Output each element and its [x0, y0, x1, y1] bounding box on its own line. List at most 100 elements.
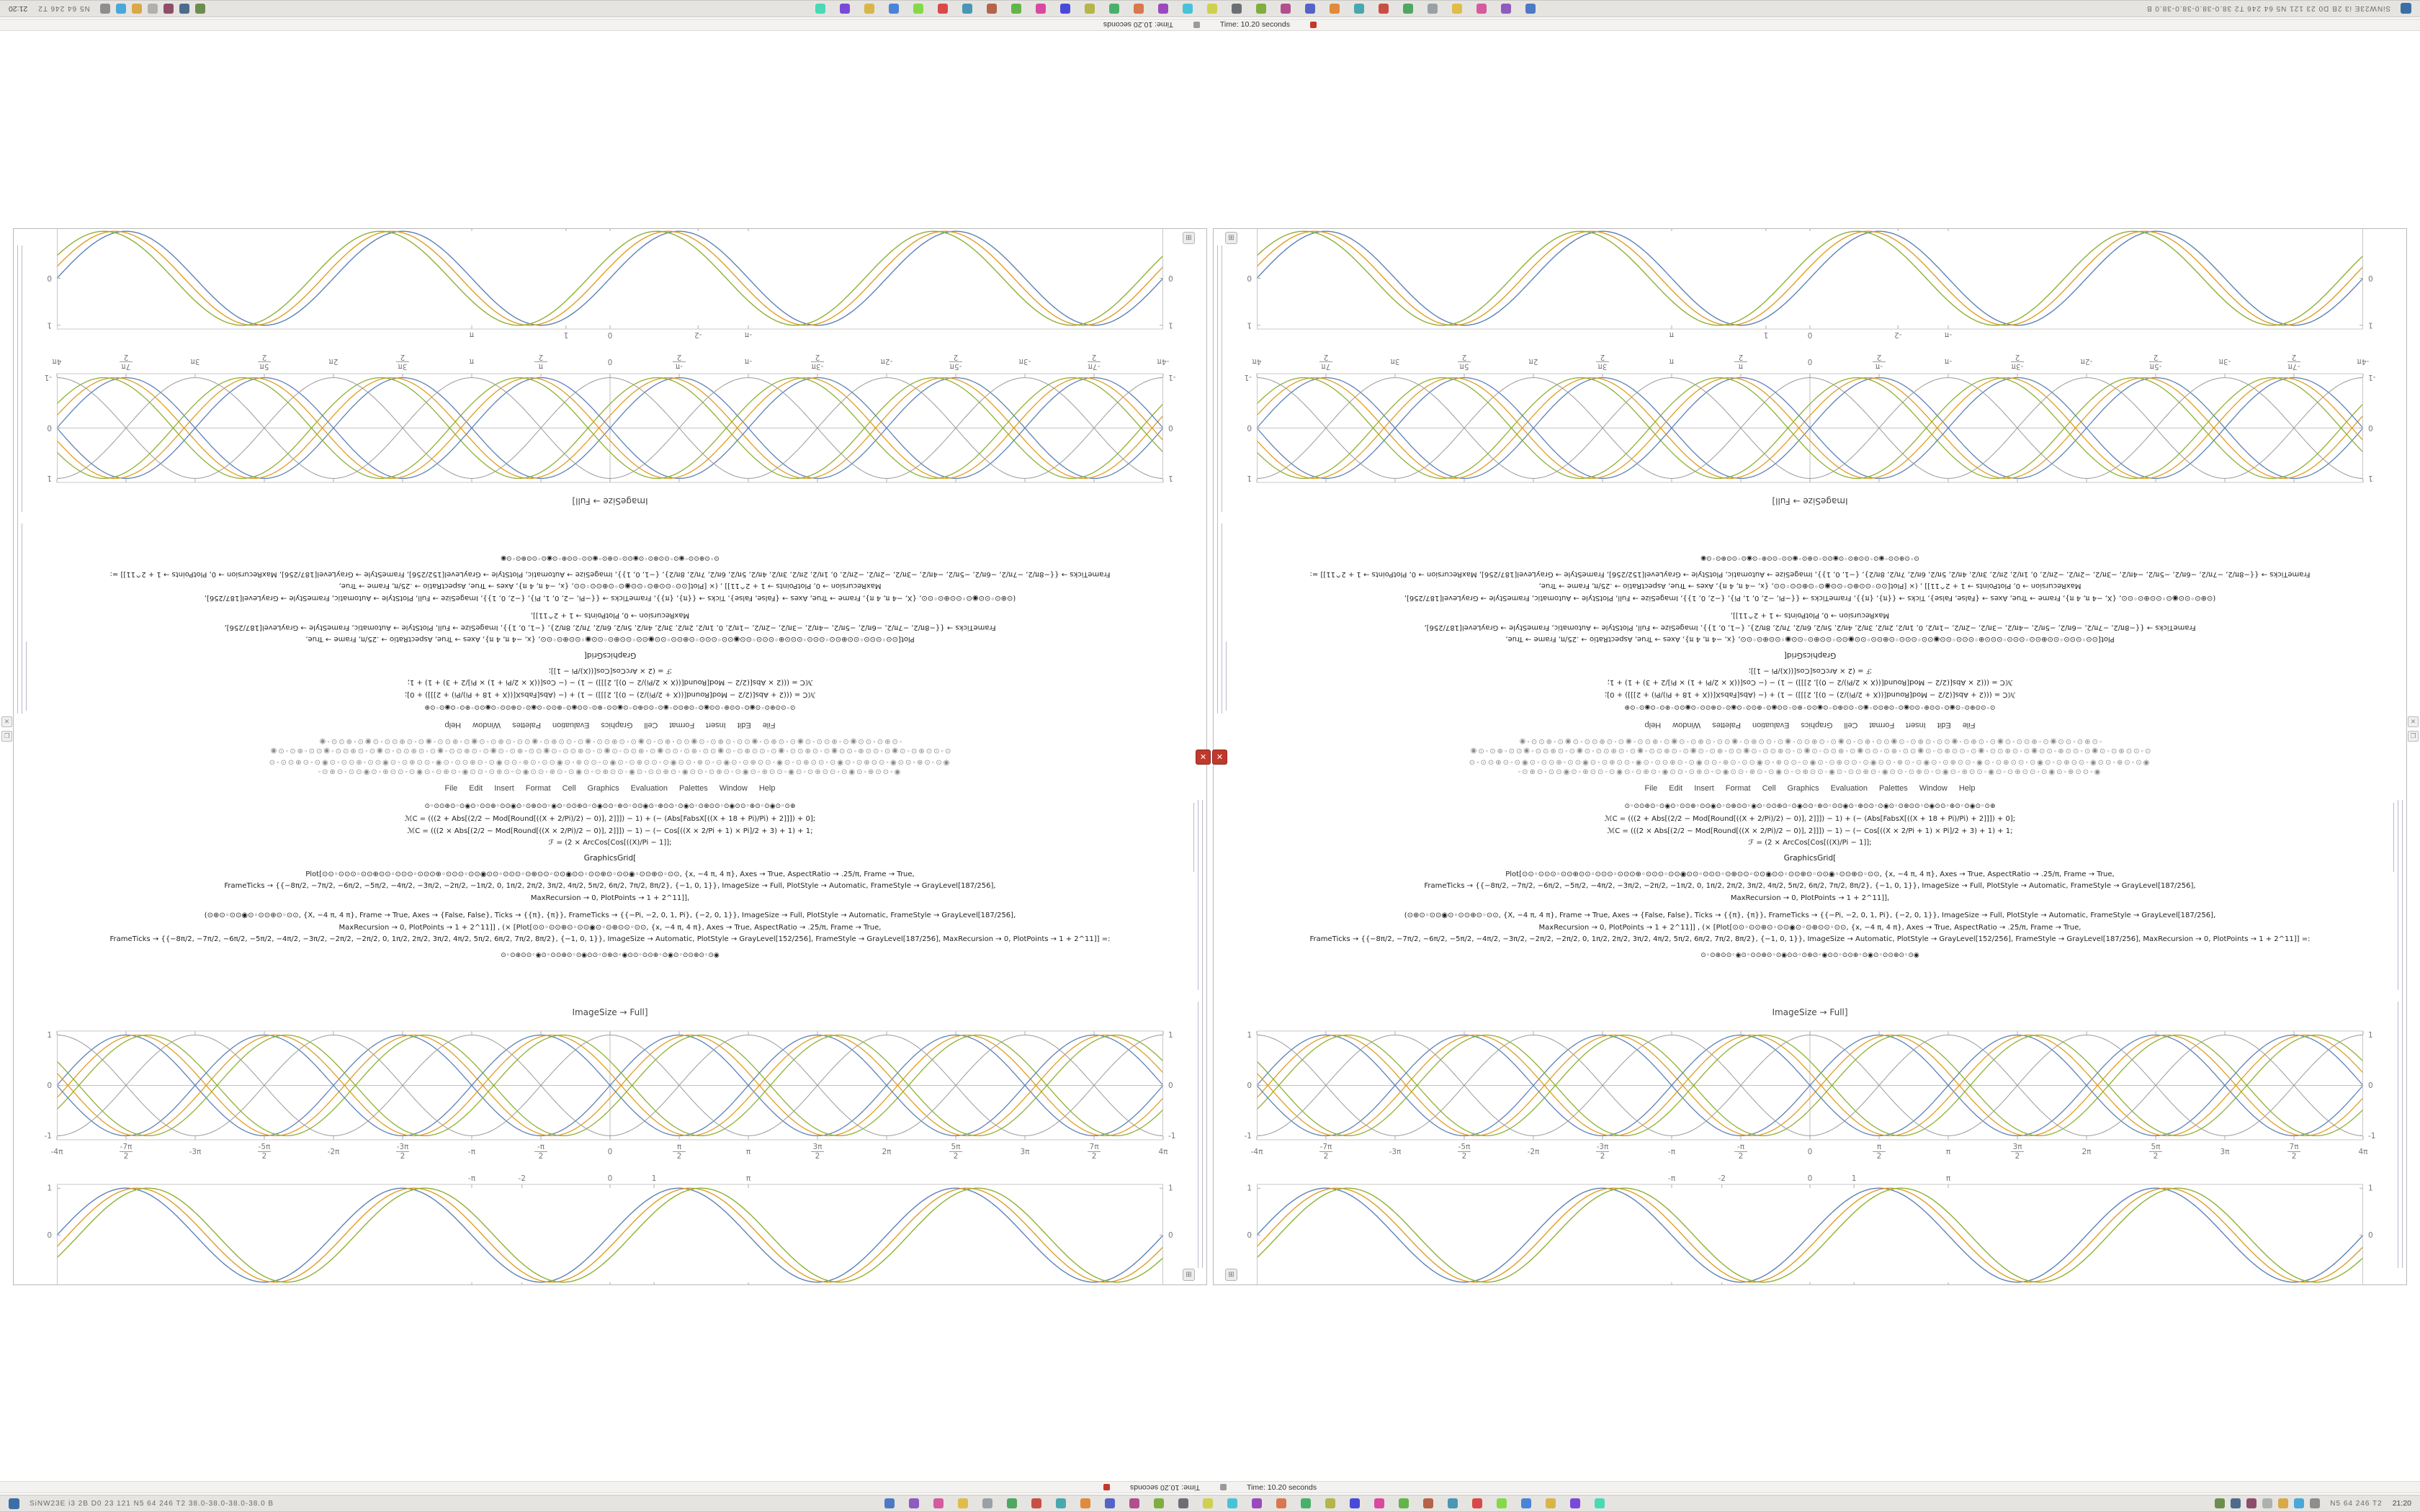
app-icon[interactable]: [1501, 4, 1512, 14]
code-line[interactable]: ℳC = (((2 × Abs[(2/2 − Mod[Round[((X × 2…: [1607, 827, 2013, 835]
code-line[interactable]: ℱ = (2 × ArcCos[Cos[((X)/Pi − 1]];: [548, 839, 672, 847]
code-line[interactable]: (⊙⊕⊙◦⊙⊙◉⊙◦⊙⊙⊕⊙◦⊙⊙, {X, −4 π, 4 π}, Frame…: [1404, 912, 2216, 920]
app-icon[interactable]: [2262, 1498, 2273, 1508]
menu-item-insert[interactable]: Insert: [1694, 784, 1714, 793]
cell-bracket[interactable]: [1197, 1002, 1198, 1268]
code-line[interactable]: FrameTicks → {{−8π/2, −7π/2, −6π/2, −5π/…: [1424, 882, 2196, 891]
cell-bracket[interactable]: [22, 523, 23, 714]
app-icon[interactable]: [1281, 4, 1291, 14]
app-icon[interactable]: [889, 4, 900, 14]
code-cells[interactable]: ⊙◦⊙⊙⊕⊙◦⊙◉⊙◦⊙⊙⊕◦⊙⊙◉⊙◦⊙⊕⊙⊙◦◉⊙◦⊙⊙⊕⊙◦⊙◉⊙⊙◦⊕⊙…: [1214, 797, 2406, 1000]
app-icon[interactable]: [179, 4, 189, 14]
app-icon[interactable]: [1476, 4, 1487, 14]
app-icon[interactable]: [1129, 1498, 1139, 1508]
app-icon[interactable]: [1202, 1498, 1213, 1508]
app-icon[interactable]: [1422, 1498, 1433, 1508]
app-icon[interactable]: [2215, 1498, 2226, 1508]
menu-item-edit[interactable]: Edit: [737, 721, 751, 729]
code-line[interactable]: ⊙◦⊙⊙⊕⊙◦⊙◉⊙◦⊙⊙⊕◦⊙⊙◉⊙◦⊙⊕⊙⊙◦◉⊙◦⊙⊙⊕⊙◦⊙◉⊙⊙◦⊕⊙…: [424, 803, 796, 810]
window-edge-restore-button[interactable]: ❐: [2408, 731, 2419, 742]
app-icon[interactable]: [840, 4, 851, 14]
code-line[interactable]: MaxRecursion → 0, PlotPoints → 1 + 2^11]…: [1730, 611, 1890, 620]
app-icon[interactable]: [1232, 4, 1242, 14]
code-line[interactable]: ℱ = (2 × ArcCos[Cos[((X)/Pi − 1]];: [1748, 666, 1872, 675]
code-line[interactable]: ⊙◦⊙⊕⊙⊙◦◉⊙◦⊙⊙⊕⊙◦⊙◉⊙⊙◦⊙⊕⊙◦◉⊙⊙◦⊙⊙⊕◦⊙◉⊙◦⊙⊙⊕⊙…: [501, 554, 720, 562]
cell-bracket[interactable]: [2397, 800, 2398, 990]
code-line[interactable]: ⊙◦⊙⊕⊙⊙◦◉⊙◦⊙⊙⊕⊙◦⊙◉⊙⊙◦⊙⊕⊙◦◉⊙⊙◦⊙⊙⊕◦⊙◉⊙◦⊙⊙⊕⊙…: [1700, 554, 1919, 562]
app-icon[interactable]: [1031, 1498, 1041, 1508]
app-icon[interactable]: [1300, 1498, 1311, 1508]
app-icon[interactable]: [1251, 1498, 1262, 1508]
app-icon[interactable]: [1330, 4, 1340, 14]
code-line[interactable]: MaxRecursion → 0, PlotPoints → 1 + 2^11]…: [1730, 894, 1890, 902]
menu-item-help[interactable]: Help: [758, 784, 776, 793]
menu-item-edit[interactable]: Edit: [1669, 784, 1683, 793]
menu-item-window[interactable]: Window: [1919, 784, 1948, 793]
app-icon[interactable]: [2278, 1498, 2289, 1508]
app-icon[interactable]: [1447, 1498, 1458, 1508]
code-line[interactable]: GraphicsGrid[: [1783, 853, 1837, 863]
menu-item-graphics[interactable]: Graphics: [601, 721, 633, 729]
app-icon[interactable]: [1080, 1498, 1090, 1508]
menu-item-evaluation[interactable]: Evaluation: [1752, 721, 1790, 729]
menu-item-edit[interactable]: Edit: [1937, 721, 1951, 729]
code-line[interactable]: ℳC = (((2 × Abs[(2/2 − Mod[Round[((X × 2…: [407, 827, 813, 835]
app-icon[interactable]: [2310, 1498, 2321, 1508]
code-line[interactable]: MaxRecursion → 0, PlotPoints → 1 + 2^11]…: [339, 923, 882, 932]
menu-item-file[interactable]: File: [1962, 721, 1976, 729]
app-icon[interactable]: [908, 1498, 919, 1508]
app-icon[interactable]: [1594, 1498, 1605, 1508]
menu-item-graphics[interactable]: Graphics: [587, 784, 619, 793]
code-line[interactable]: ℳC = (((2 × Abs[(2/2 − Mod[Round[((X × 2…: [1607, 678, 2013, 687]
app-icon[interactable]: [1520, 1498, 1531, 1508]
cell-bracket[interactable]: [17, 246, 19, 714]
code-line[interactable]: MaxRecursion → 0, PlotPoints → 1 + 2^11]…: [339, 582, 882, 590]
app-icon[interactable]: [1373, 1498, 1384, 1508]
app-icon[interactable]: [163, 4, 174, 14]
app-icon[interactable]: [1398, 1498, 1409, 1508]
close-window-button[interactable]: ✕: [1212, 750, 1227, 765]
window-dock-button[interactable]: ⊞: [1183, 1269, 1195, 1281]
menu-item-insert[interactable]: Insert: [1906, 721, 1926, 729]
cell-bracket[interactable]: [2393, 803, 2394, 872]
code-line[interactable]: ℱ = (2 × ArcCos[Cos[((X)/Pi − 1]];: [1748, 839, 1872, 847]
menu-item-file[interactable]: File: [1644, 784, 1658, 793]
cell-bracket[interactable]: [1222, 523, 1223, 714]
code-line[interactable]: ⊙◦⊙⊙⊕⊙◦⊙◉⊙◦⊙⊙⊕◦⊙⊙◉⊙◦⊙⊕⊙⊙◦◉⊙◦⊙⊙⊕⊙◦⊙◉⊙⊙◦⊕⊙…: [424, 703, 796, 711]
app-icon[interactable]: [1471, 1498, 1482, 1508]
cell-bracket[interactable]: [1197, 800, 1198, 990]
app-icon[interactable]: [1178, 1498, 1188, 1508]
code-line[interactable]: ⊙◦⊙⊕⊙⊙◦◉⊙◦⊙⊙⊕⊙◦⊙◉⊙⊙◦⊙⊕⊙◦◉⊙⊙◦⊙⊙⊕◦⊙◉⊙◦⊙⊙⊕⊙…: [1700, 951, 1919, 959]
cell-bracket[interactable]: [2397, 1002, 2398, 1268]
app-icon[interactable]: [1256, 4, 1267, 14]
app-icon[interactable]: [957, 1498, 968, 1508]
code-line[interactable]: FrameTicks → {{−8π/2, −7π/2, −6π/2, −5π/…: [109, 935, 1111, 944]
code-line[interactable]: ℳC = (((2 + Abs[(2/2 − Mod[Round[((X + 2…: [1604, 815, 2016, 824]
menu-item-insert[interactable]: Insert: [494, 784, 514, 793]
braid-plot[interactable]: -4π -7π 2 -3π -5π 2 -2π -3π 2 -π -π 2 0 π 2 π 3π 2 2π 5π 2 3π…: [45, 341, 1175, 483]
code-line[interactable]: (⊙⊕⊙◦⊙⊙◉⊙◦⊙⊙⊕⊙◦⊙⊙, {X, −4 π, 4 π}, Frame…: [204, 912, 1016, 920]
app-icon[interactable]: [1496, 1498, 1507, 1508]
menu-item-edit[interactable]: Edit: [469, 784, 483, 793]
code-line[interactable]: FrameTicks → {{−8π/2, −7π/2, −6π/2, −5π/…: [1424, 623, 2196, 631]
app-icon[interactable]: [864, 4, 875, 14]
app-icon[interactable]: [1158, 4, 1169, 14]
code-line[interactable]: FrameTicks → {{−8π/2, −7π/2, −6π/2, −5π/…: [224, 882, 996, 891]
app-icon[interactable]: [1085, 4, 1095, 14]
menu-item-cell[interactable]: Cell: [1844, 721, 1858, 729]
window-dock-button[interactable]: ⊞: [1225, 1269, 1237, 1281]
start-button[interactable]: [2401, 3, 2411, 14]
code-cells[interactable]: ⊙◦⊙⊙⊕⊙◦⊙◉⊙◦⊙⊙⊕◦⊙⊙◉⊙◦⊙⊕⊙⊙◦◉⊙◦⊙⊙⊕⊙◦⊙◉⊙⊙◦⊕⊙…: [14, 513, 1206, 716]
code-line[interactable]: ℳC = (((2 + Abs[(2/2 − Mod[Round[((X + 2…: [404, 690, 816, 698]
code-line[interactable]: ℱ = (2 × ArcCos[Cos[((X)/Pi − 1]];: [548, 666, 672, 675]
cell-bracket[interactable]: [26, 642, 27, 711]
code-line[interactable]: Plot[⊙⊙◦⊙⊙⊙◦⊙⊙⊕⊙⊙◦⊙⊙⊙◦⊙⊙⊙⊕◦⊙⊙⊙◦⊙⊙◉⊙⊙◦⊙⊙⊙…: [1505, 635, 2115, 644]
app-icon[interactable]: [1276, 1498, 1286, 1508]
menu-item-graphics[interactable]: Graphics: [1801, 721, 1833, 729]
code-line[interactable]: MaxRecursion → 0, PlotPoints → 1 + 2^11]…: [530, 894, 690, 902]
app-icon[interactable]: [1055, 1498, 1066, 1508]
cell-bracket[interactable]: [2401, 800, 2403, 1268]
app-icon[interactable]: [1569, 1498, 1580, 1508]
code-line[interactable]: ℳC = (((2 + Abs[(2/2 − Mod[Round[((X + 2…: [1604, 690, 2016, 698]
cell-bracket[interactable]: [1201, 800, 1203, 1268]
